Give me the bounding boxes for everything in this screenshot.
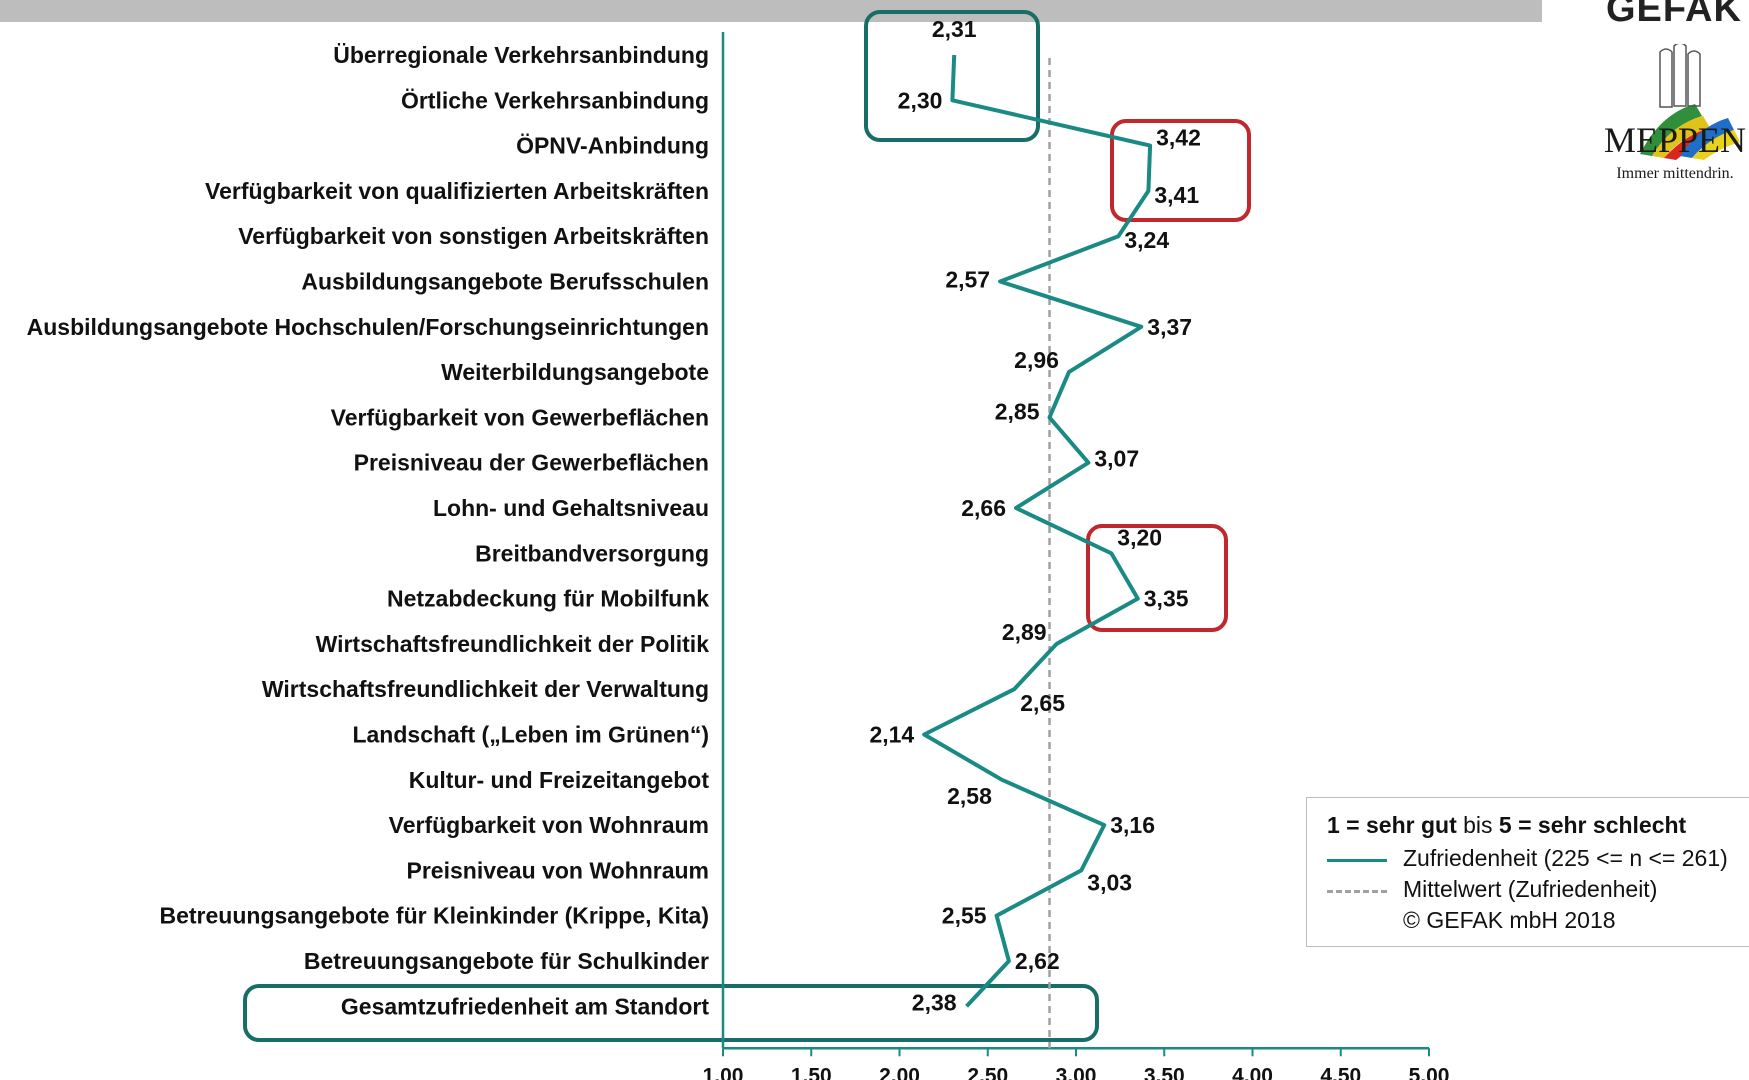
value-labels: 2,31 2,30 3,42 3,41 3,24 2,57 3,37 2,96 2,85 3,07… xyxy=(869,16,1200,1015)
x-tick-label: 3,50 xyxy=(1144,1064,1185,1080)
data-label: 2,31 xyxy=(932,16,977,42)
data-label: 3,07 xyxy=(1094,446,1139,472)
x-tick-label: 5,00 xyxy=(1409,1064,1450,1080)
meppen-logo: MEPPEN Immer mittendrin. xyxy=(1604,44,1746,182)
highlight-boxes xyxy=(243,10,1251,1042)
meppen-logo-text: MEPPEN xyxy=(1604,120,1746,160)
x-tick-labels: 1,00 1,50 2,00 2,50 3,00 3,50 4,00 4,50 5,00 xyxy=(703,1064,1450,1080)
category-label: Lohn- und Gehaltsniveau xyxy=(433,495,709,521)
category-label: Netzabdeckung für Mobilfunk xyxy=(387,586,709,612)
category-label: Preisniveau der Gewerbeflächen xyxy=(354,450,709,476)
data-label: 2,96 xyxy=(1014,347,1059,373)
category-label: ÖPNV-Anbindung xyxy=(516,133,709,159)
highlight-box-teal-0 xyxy=(864,10,1040,142)
legend-title-scale-end: 5 = sehr schlecht xyxy=(1498,812,1687,838)
category-label: Kultur- und Freizeitangebot xyxy=(409,767,710,793)
category-label: Wirtschaftsfreundlichkeit der Politik xyxy=(316,631,710,657)
meppen-logo-stripes-icon xyxy=(1640,44,1740,160)
data-label: 2,38 xyxy=(912,989,957,1015)
highlight-box-red-2 xyxy=(1086,524,1228,632)
category-label: Verfügbarkeit von Gewerbeflächen xyxy=(331,404,709,430)
data-label: 3,41 xyxy=(1154,182,1199,208)
data-label: 3,35 xyxy=(1144,586,1189,612)
data-label: 3,03 xyxy=(1087,869,1132,895)
category-label: Weiterbildungsangebote xyxy=(441,359,709,385)
category-labels: Überregionale Verkehrsanbindung Örtliche … xyxy=(27,42,710,1019)
data-label: 3,16 xyxy=(1110,812,1155,838)
category-label: Verfügbarkeit von Wohnraum xyxy=(389,812,709,838)
data-label: 3,20 xyxy=(1117,524,1162,550)
category-label: Preisniveau von Wohnraum xyxy=(407,857,709,883)
series-line xyxy=(922,54,1153,1008)
category-label: Ausbildungsangebote Berufsschulen xyxy=(301,269,709,295)
data-label: 2,30 xyxy=(898,87,943,113)
legend-mean-label: Mittelwert (Zufriedenheit) xyxy=(1403,876,1658,902)
legend-title-scale-start: 1 = sehr gut xyxy=(1327,812,1457,838)
chart-axes xyxy=(721,32,1430,1057)
data-label: 2,14 xyxy=(869,722,914,748)
data-label: 2,89 xyxy=(1002,619,1047,645)
category-label: Verfügbarkeit von sonstigen Arbeitskräft… xyxy=(238,223,709,249)
category-label: Verfügbarkeit von qualifizierten Arbeits… xyxy=(205,178,709,204)
data-label: 2,85 xyxy=(995,398,1040,424)
category-label: Ausbildungsangebote Hochschulen/Forschun… xyxy=(27,314,709,340)
highlight-box-teal-3 xyxy=(243,984,1099,1042)
category-label: Betreuungsangebote für Kleinkinder (Krip… xyxy=(160,903,710,929)
category-label: Wirtschaftsfreundlichkeit der Verwaltung xyxy=(262,676,709,702)
data-label: 2,66 xyxy=(961,495,1006,521)
data-label: 2,65 xyxy=(1020,690,1065,716)
data-label: 2,58 xyxy=(947,783,992,809)
legend-series-label: Zufriedenheit (225 <= n <= 261) xyxy=(1403,845,1728,871)
series-group xyxy=(922,54,1153,1008)
data-label: 3,24 xyxy=(1124,227,1169,253)
legend-mean-swatch xyxy=(1327,890,1387,893)
category-label: Breitbandversorgung xyxy=(475,540,709,566)
category-label: Landschaft („Leben im Grünen“) xyxy=(352,722,709,748)
x-tick-label: 4,00 xyxy=(1232,1064,1273,1080)
x-tick-label: 1,00 xyxy=(703,1064,744,1080)
data-label: 3,42 xyxy=(1156,125,1201,151)
x-tick-label: 4,50 xyxy=(1320,1064,1361,1080)
data-label: 2,55 xyxy=(942,903,987,929)
category-label: Örtliche Verkehrsanbindung xyxy=(401,87,709,113)
data-label: 2,57 xyxy=(945,267,990,293)
x-tick-label: 1,50 xyxy=(791,1064,832,1080)
x-tick-label: 2,50 xyxy=(967,1064,1008,1080)
category-label: Betreuungsangebote für Schulkinder xyxy=(304,948,709,974)
data-label: 3,37 xyxy=(1147,314,1192,340)
category-label: Überregionale Verkehrsanbindung xyxy=(333,42,709,68)
x-tick-label: 3,00 xyxy=(1056,1064,1097,1080)
legend-copyright: © GEFAK mbH 2018 xyxy=(1403,907,1616,933)
x-tick-label: 2,00 xyxy=(879,1064,920,1080)
highlight-box-red-1 xyxy=(1110,119,1251,222)
legend-title-mid: bis xyxy=(1456,812,1499,838)
data-label: 2,62 xyxy=(1015,948,1060,974)
legend-series-swatch xyxy=(1327,859,1387,862)
legend-title: 1 = sehr gut bis 5 = sehr schlecht xyxy=(1327,812,1686,839)
meppen-slogan: Immer mittendrin. xyxy=(1616,165,1733,182)
gefak-logo-text: GEFAK xyxy=(1606,0,1742,30)
category-label: Gesamtzufriedenheit am Standort xyxy=(341,993,709,1019)
top-header-bar xyxy=(0,0,1542,22)
chart-legend: 1 = sehr gut bis 5 = sehr schlecht Zufri… xyxy=(1306,797,1749,947)
